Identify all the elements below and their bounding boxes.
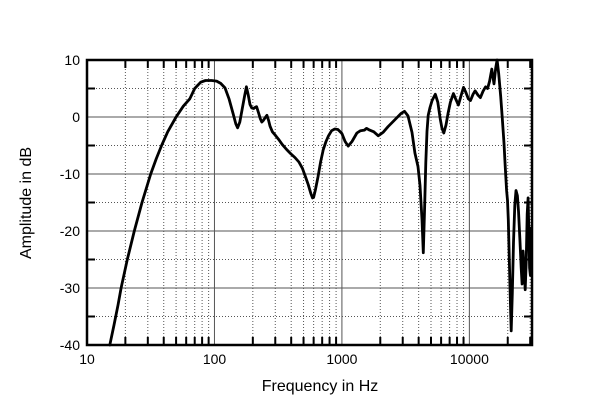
plot-frame xyxy=(85,58,534,347)
y-tick-label: 0 xyxy=(72,109,80,125)
x-tick-label: 10000 xyxy=(450,351,489,367)
x-tick-labels: 10 100 1000 10000 xyxy=(79,351,489,367)
y-axis-title: Amplitude in dB xyxy=(18,147,35,259)
x-axis-title: Frequency in Hz xyxy=(262,378,379,395)
y-tick-labels: 10 0 -10 -20 -30 -40 xyxy=(60,52,80,353)
y-tick-label: -40 xyxy=(60,337,80,353)
y-tick-label: -10 xyxy=(60,166,80,182)
frequency-response-curve xyxy=(108,58,533,347)
y-tick-label: 10 xyxy=(64,52,80,68)
x-tick-label: 1000 xyxy=(326,351,357,367)
edge-ticks xyxy=(87,60,532,345)
x-tick-label: 10 xyxy=(79,351,95,367)
grid xyxy=(87,60,532,345)
x-tick-label: 100 xyxy=(203,351,227,367)
y-tick-label: -30 xyxy=(60,280,80,296)
y-tick-label: -20 xyxy=(60,223,80,239)
